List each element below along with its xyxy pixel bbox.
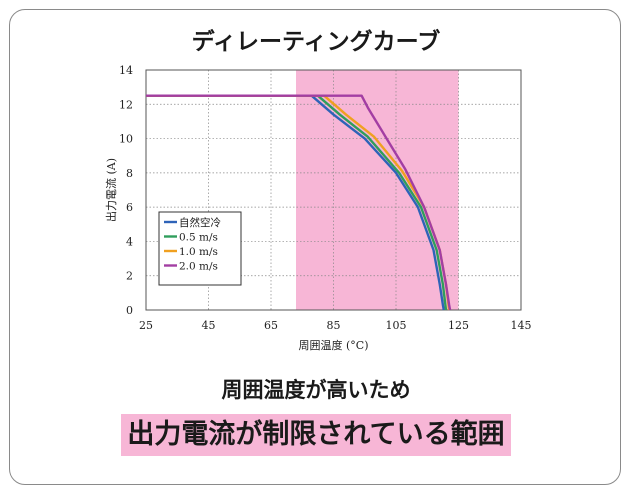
chart-title: ディレーティングカーブ <box>191 29 441 55</box>
series-lines <box>146 94 452 311</box>
legend-label: 1.0 m/s <box>179 246 218 258</box>
y-tick-label: 0 <box>126 304 133 317</box>
caption-limited-range: 出力電流が制限されている範囲 <box>121 414 511 456</box>
x-tick-label: 145 <box>511 319 532 332</box>
limited-region-highlight <box>296 70 459 310</box>
series-line <box>146 94 448 311</box>
y-tick-label: 2 <box>126 270 133 283</box>
y-tick-label: 6 <box>126 201 133 214</box>
x-tick-label: 125 <box>448 319 469 332</box>
series-line <box>146 94 445 311</box>
x-tick-labels: 25 45 65 85 105 125 145 <box>139 319 532 332</box>
x-axis-label: 周囲温度 (°C) <box>299 338 369 352</box>
legend-label: 自然空冷 <box>179 216 221 229</box>
x-tick-label: 65 <box>264 319 278 332</box>
caption-reason: 周囲温度が高いため <box>221 378 411 402</box>
legend-label: 0.5 m/s <box>179 232 218 244</box>
y-tick-labels: 0 2 4 6 8 10 12 14 <box>119 64 133 317</box>
plot-frame <box>145 69 522 311</box>
legend-box <box>158 211 242 286</box>
y-axis-label: 出力電流 (A) <box>104 158 118 222</box>
caption-range-wrap: 出力電流が制限されている範囲 <box>0 414 632 456</box>
legend: 自然空冷 0.5 m/s 1.0 m/s 2.0 m/s <box>158 211 242 286</box>
x-tick-label: 85 <box>327 319 341 332</box>
series-line <box>146 94 452 311</box>
y-tick-label: 14 <box>119 64 133 77</box>
x-tick-label: 45 <box>202 319 216 332</box>
x-tick-label: 25 <box>139 319 153 332</box>
y-tick-label: 10 <box>119 133 133 146</box>
y-tick-label: 12 <box>119 98 133 111</box>
legend-label: 2.0 m/s <box>179 261 218 273</box>
y-tick-label: 8 <box>126 167 133 180</box>
x-tick-label: 105 <box>386 319 407 332</box>
y-tick-label: 4 <box>126 235 133 248</box>
